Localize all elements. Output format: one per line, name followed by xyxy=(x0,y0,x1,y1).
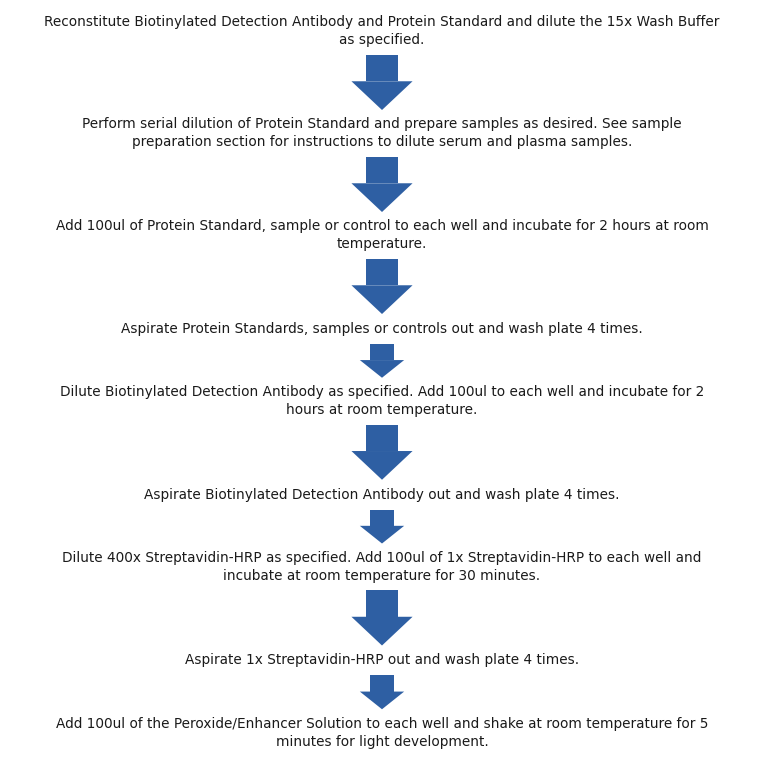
Polygon shape xyxy=(366,157,398,183)
Text: Dilute Biotinylated Detection Antibody as specified. Add 100ul to each well and : Dilute Biotinylated Detection Antibody a… xyxy=(60,385,704,417)
Polygon shape xyxy=(351,183,413,212)
Polygon shape xyxy=(351,617,413,646)
Text: Aspirate 1x Streptavidin-HRP out and wash plate 4 times.: Aspirate 1x Streptavidin-HRP out and was… xyxy=(185,653,579,668)
Polygon shape xyxy=(366,55,398,81)
Text: Add 100ul of Protein Standard, sample or control to each well and incubate for 2: Add 100ul of Protein Standard, sample or… xyxy=(56,219,708,251)
Text: Add 100ul of the Peroxide/Enhancer Solution to each well and shake at room tempe: Add 100ul of the Peroxide/Enhancer Solut… xyxy=(56,717,708,749)
Polygon shape xyxy=(366,425,398,451)
Text: Reconstitute Biotinylated Detection Antibody and Protein Standard and dilute the: Reconstitute Biotinylated Detection Anti… xyxy=(44,15,720,47)
Polygon shape xyxy=(370,344,394,360)
Polygon shape xyxy=(360,360,404,377)
Polygon shape xyxy=(351,81,413,110)
Text: Aspirate Protein Standards, samples or controls out and wash plate 4 times.: Aspirate Protein Standards, samples or c… xyxy=(121,322,643,336)
Polygon shape xyxy=(370,510,394,526)
Polygon shape xyxy=(370,675,394,691)
Text: Perform serial dilution of Protein Standard and prepare samples as desired. See : Perform serial dilution of Protein Stand… xyxy=(83,118,681,149)
Polygon shape xyxy=(360,691,404,709)
Text: Aspirate Biotinylated Detection Antibody out and wash plate 4 times.: Aspirate Biotinylated Detection Antibody… xyxy=(144,487,620,502)
Polygon shape xyxy=(351,451,413,480)
Polygon shape xyxy=(351,285,413,314)
Polygon shape xyxy=(360,526,404,543)
Text: Dilute 400x Streptavidin-HRP as specified. Add 100ul of 1x Streptavidin-HRP to e: Dilute 400x Streptavidin-HRP as specifie… xyxy=(63,551,701,583)
Polygon shape xyxy=(366,259,398,285)
Polygon shape xyxy=(366,591,398,617)
